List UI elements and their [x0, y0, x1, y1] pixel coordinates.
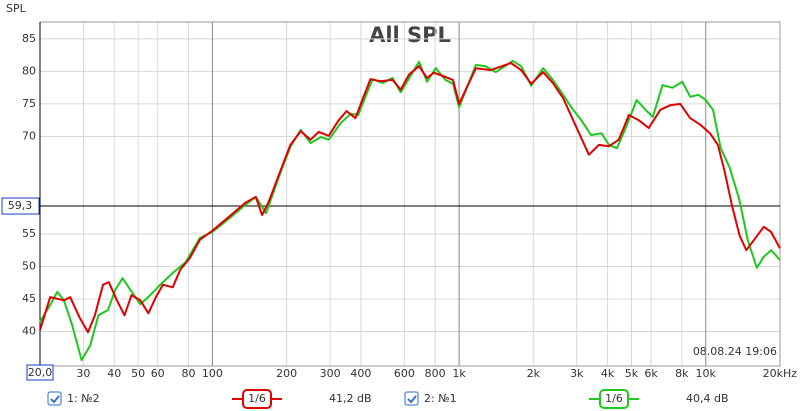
x-tick-label: 400 — [350, 367, 371, 380]
x-tick-label: 6k — [644, 367, 658, 380]
checkmark — [407, 395, 417, 404]
cursor-label: 20,0 — [28, 366, 53, 379]
series-line — [39, 60, 781, 362]
y-tick-label: 85 — [22, 32, 36, 45]
x-tick-label: 300 — [320, 367, 341, 380]
legend-checkbox[interactable] — [404, 391, 419, 406]
cursor-label-box — [1, 197, 40, 215]
x-tick-label: 50 — [131, 367, 145, 380]
y-axis-label: SPL — [6, 2, 27, 15]
y-tick-label: 80 — [22, 64, 36, 77]
smoothing-label: 1/6 — [248, 392, 266, 405]
checkmark — [50, 395, 60, 404]
x-tick-label: 60 — [151, 367, 165, 380]
legend-label: 1: №2 — [67, 392, 100, 405]
x-tick-label: 100 — [202, 367, 223, 380]
y-tick-label: 55 — [22, 227, 36, 240]
y-tick-label: 70 — [22, 129, 36, 142]
x-tick-label: 600 — [394, 367, 415, 380]
series-line — [39, 62, 781, 334]
y-tick-label: 75 — [22, 97, 36, 110]
x-tick-label: 2k — [527, 367, 541, 380]
legend-label: 2: №1 — [424, 392, 457, 405]
x-tick-label: 80 — [182, 367, 196, 380]
x-tick-label: 5k — [625, 367, 639, 380]
legend-level: 41,2 dB — [329, 392, 372, 405]
legend-level: 40,4 dB — [686, 392, 729, 405]
timestamp: 08.08.24 19:06 — [693, 345, 777, 358]
x-tick-label: 8k — [675, 367, 689, 380]
y-tick-label: 45 — [22, 292, 36, 305]
y-tick-label: 40 — [22, 325, 36, 338]
legend-checkbox[interactable] — [47, 391, 62, 406]
x-tick-label: 30 — [76, 367, 90, 380]
smoothing-box[interactable] — [242, 389, 272, 409]
y-tick-label: 50 — [22, 260, 36, 273]
x-tick-label: 10k — [696, 367, 717, 380]
x-tick-label: 40 — [107, 367, 121, 380]
cursor-label: 59,3 — [8, 199, 33, 212]
x-tick-label: 20kHz — [763, 367, 798, 380]
cursor-label-box — [26, 364, 54, 381]
smoothing-box[interactable] — [599, 389, 629, 409]
x-tick-label: 1k — [452, 367, 466, 380]
chart-title: All SPL — [369, 23, 451, 47]
x-tick-label: 200 — [276, 367, 297, 380]
x-tick-label: 800 — [425, 367, 446, 380]
x-tick-label: 4k — [601, 367, 615, 380]
smoothing-label: 1/6 — [605, 392, 623, 405]
x-tick-label: 3k — [570, 367, 584, 380]
